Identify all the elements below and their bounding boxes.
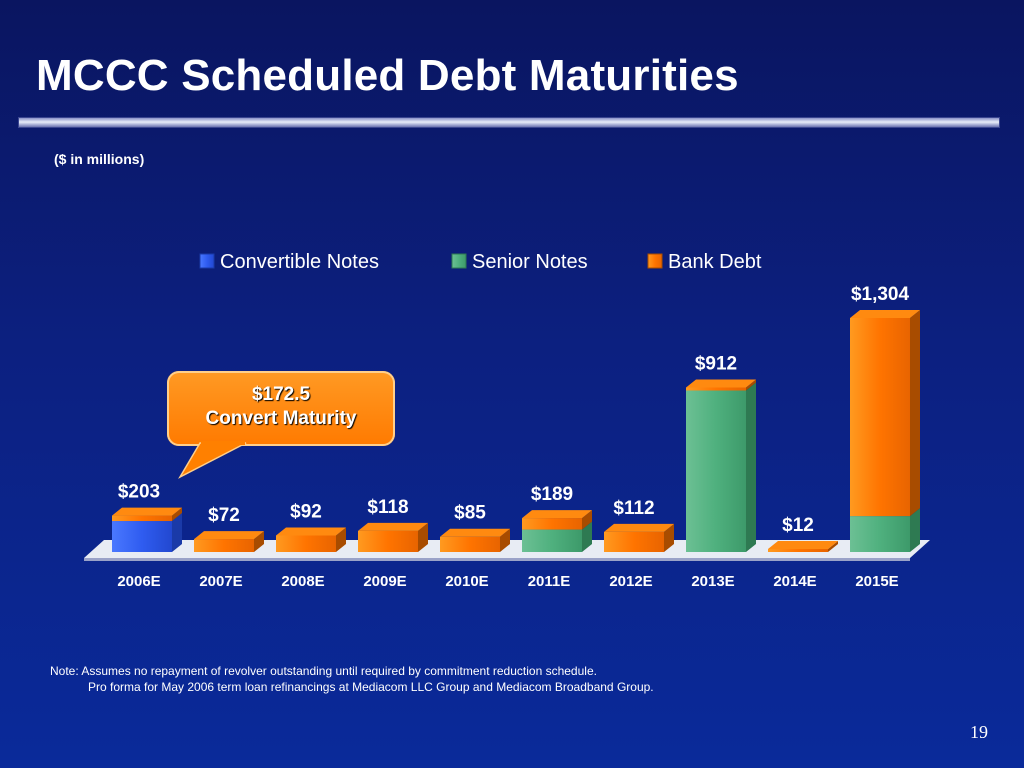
bar-top-2015e (850, 310, 920, 318)
bar-side-senior-notes-2011e (582, 521, 592, 552)
legend-label-senior-notes: Senior Notes (472, 251, 588, 273)
bar-side-bank-debt-2010e (500, 528, 510, 552)
bar-side-bank-debt-2009e (418, 522, 428, 552)
bar-side-senior-notes-2013e (746, 382, 756, 552)
bar-bank-debt-2008e (276, 535, 336, 552)
bar-bank-debt-2012e (604, 531, 664, 552)
footnote-line-1: Note: Assumes no repayment of revolver o… (50, 664, 597, 678)
bar-bank-debt-2014e (768, 549, 828, 552)
bar-side-bank-debt-2008e (336, 527, 346, 552)
bar-senior-notes-2013e (686, 390, 746, 552)
bar-bank-debt-2007e (194, 539, 254, 552)
bar-bank-debt-2015e (850, 318, 910, 517)
data-label-2009e: $118 (367, 497, 408, 518)
legend-swatch-convertible-notes (199, 253, 215, 269)
tick-label-2014e: 2014E (773, 573, 816, 590)
convert-maturity-callout: $172.5 Convert Maturity (167, 371, 395, 446)
data-label-2015e: $1,304 (851, 284, 910, 305)
bar-bank-debt-2011e (522, 518, 582, 530)
chart-floor-edge (84, 558, 910, 561)
bar-side-bank-debt-2015e (910, 310, 920, 517)
bar-top-2007e (194, 531, 264, 540)
legend-swatch-senior-notes (451, 253, 467, 269)
bar-convertible-notes-2006e (112, 521, 172, 552)
title-rule (18, 117, 1000, 128)
legend-label-bank-debt: Bank Debt (668, 251, 762, 273)
data-label-2008e: $92 (290, 501, 322, 522)
data-label-2010e: $85 (454, 503, 486, 524)
tick-label-2008e: 2008E (281, 573, 324, 590)
footnote-line-2: Pro forma for May 2006 term loan refinan… (88, 680, 654, 694)
bar-side-bank-debt-2006e (172, 507, 182, 522)
bar-top-2010e (440, 528, 510, 537)
tick-label-2006e: 2006E (117, 573, 160, 590)
units-subtitle: ($ in millions) (54, 151, 145, 167)
bar-bank-debt-2009e (358, 530, 418, 552)
bar-side-senior-notes-2015e (910, 508, 920, 552)
bar-top-2013e (686, 379, 756, 388)
bar-side-bank-debt-2014e (828, 541, 838, 552)
tick-label-2011e: 2011E (528, 573, 571, 590)
bar-side-bank-debt-2013e (746, 379, 756, 391)
legend-label-convertible-notes: Convertible Notes (220, 251, 379, 273)
tick-label-2012e: 2012E (609, 573, 652, 590)
bar-bank-debt-2006e (112, 515, 172, 522)
bar-side-bank-debt-2007e (254, 531, 264, 552)
callout-amount: $172.5 (251, 384, 311, 405)
callout-text: Convert Maturity (205, 408, 357, 429)
bar-top-2009e (358, 522, 428, 531)
bar-top-2011e (522, 510, 592, 519)
data-label-2011e: $189 (531, 484, 573, 505)
page-number: 19 (970, 722, 988, 742)
bar-senior-notes-2011e (522, 529, 582, 552)
footnote: Note: Assumes no repayment of revolver o… (50, 663, 654, 695)
tick-label-2007e: 2007E (199, 573, 242, 590)
bar-bank-debt-2010e (440, 536, 500, 552)
bar-side-bank-debt-2012e (664, 523, 674, 552)
bar-senior-notes-2015e (850, 516, 910, 552)
data-label-2006e: $203 (118, 482, 160, 503)
tick-label-2013e: 2013E (691, 573, 734, 590)
legend-swatch-bank-debt (647, 253, 663, 269)
tick-label-2010e: 2010E (445, 573, 488, 590)
tick-label-2015e: 2015E (855, 573, 898, 590)
data-label-2014e: $12 (782, 515, 814, 536)
bar-side-bank-debt-2011e (582, 510, 592, 530)
tick-label-2009e: 2009E (363, 573, 406, 590)
data-label-2007e: $72 (208, 505, 240, 526)
data-label-2012e: $112 (613, 498, 654, 519)
bar-side-convertible-notes-2006e (172, 513, 182, 552)
bar-top-2006e (112, 507, 182, 516)
slide-title: MCCC Scheduled Debt Maturities (36, 51, 739, 100)
data-label-2013e: $912 (695, 353, 737, 374)
bar-top-2012e (604, 523, 674, 532)
bar-top-2014e (768, 541, 838, 549)
bar-bank-debt-2013e (686, 387, 746, 391)
bar-top-2008e (276, 527, 346, 536)
